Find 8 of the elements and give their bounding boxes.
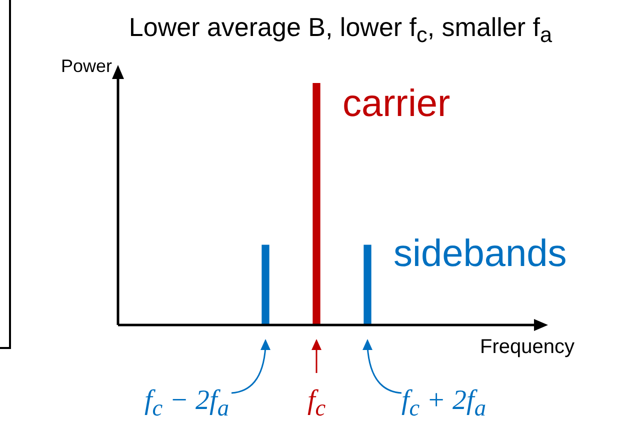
chart-title: Lower average B, lower f$_{c}$, smaller f$_{a}$ [128, 12, 554, 48]
text: f$_{c}$ − 2f$_{a}$ [144, 385, 229, 422]
text: Power [61, 56, 112, 76]
text: f$_{c}$ [308, 385, 326, 422]
text: f$_{c}$ + 2f$_{a}$ [402, 385, 486, 422]
annotation: carrier [342, 83, 450, 125]
text: sidebands [394, 233, 567, 276]
x-axis-title: Frequency [480, 336, 574, 358]
